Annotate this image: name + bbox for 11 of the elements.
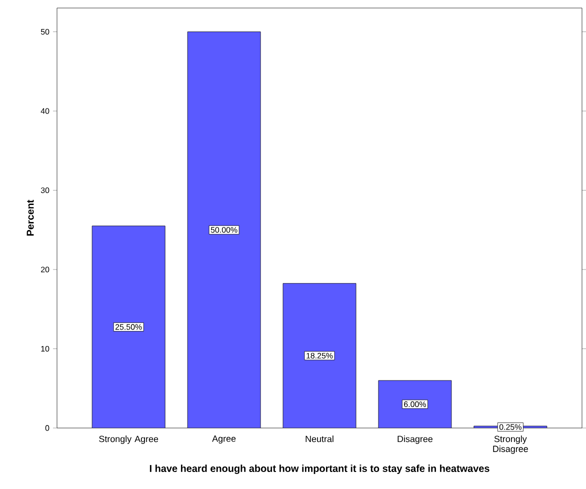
x-tick-label: Strongly Agree (99, 436, 158, 444)
bar (188, 32, 261, 428)
x-tick-label: Disagree (398, 436, 432, 444)
bar (282, 283, 356, 428)
y-axis-title: Percent (26, 200, 34, 236)
x-tick-label: Neutral (306, 436, 334, 442)
x-tick-label: Strongly Disagree (493, 436, 528, 454)
bar (92, 226, 166, 428)
x-axis-title: I have heard enough about how important it is to stay safe in heatwaves (150, 464, 490, 474)
bar (378, 380, 452, 428)
x-tick-label: Agree (212, 436, 236, 444)
